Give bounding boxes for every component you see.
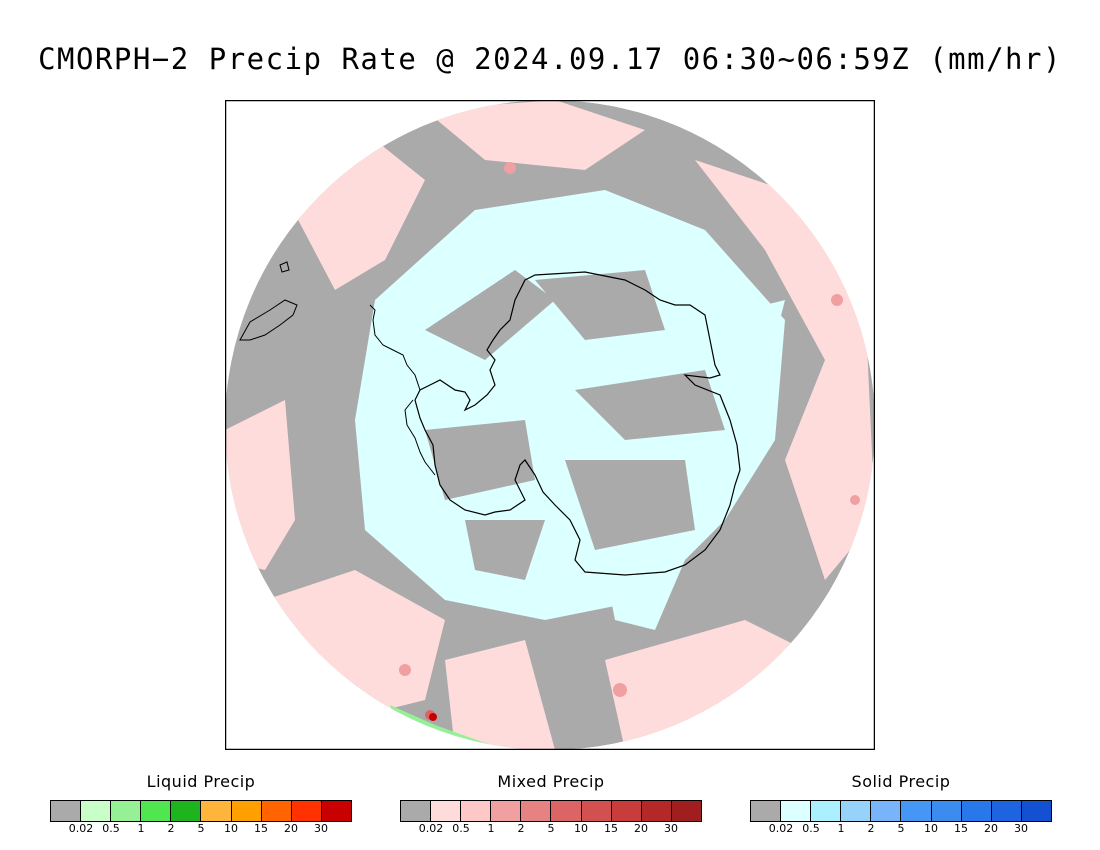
legend-title: Mixed Precip: [497, 772, 605, 791]
legend-solid-precip: Solid Precip 0.02 0.5 1 2 5 10 15 20 30: [750, 770, 1052, 840]
legend-tick-label: 5: [897, 822, 905, 835]
mixed-region: [425, 100, 645, 170]
color-bar: [400, 800, 702, 822]
legend-swatch: [781, 801, 812, 821]
legend-tick-label: 1: [137, 822, 145, 835]
legend-swatch: [811, 801, 842, 821]
no-precip-streak: [535, 270, 665, 340]
map-svg: [225, 100, 875, 750]
legend-swatch: [641, 801, 672, 821]
no-precip-streak: [565, 460, 695, 550]
mixed-spot: [831, 294, 843, 306]
polar-map: [225, 100, 875, 750]
legend-tick-label: 15: [954, 822, 968, 835]
legend-swatch: [611, 801, 642, 821]
legend-tick-label: 30: [314, 822, 328, 835]
legend-title: Solid Precip: [851, 772, 951, 791]
legend-swatch: [551, 801, 582, 821]
legend-swatch: [111, 801, 142, 821]
mixed-region: [225, 400, 295, 570]
legend-tick-label: 15: [254, 822, 268, 835]
legend-swatch: [51, 801, 82, 821]
legend-swatch: [871, 801, 902, 821]
legend-swatch: [1021, 801, 1051, 821]
legend-swatch: [961, 801, 992, 821]
legend-tick-label: 1: [487, 822, 495, 835]
legend-tick-label: 20: [984, 822, 998, 835]
mixed-region: [695, 160, 875, 580]
legend-mixed-precip: Mixed Precip 0.02 0.5 1 2 5 10 15 20 30: [400, 770, 702, 840]
mixed-region: [445, 640, 555, 750]
legend-swatch: [521, 801, 552, 821]
legend-tick-label: 10: [574, 822, 588, 835]
antarctica-coastline: [414, 271, 741, 576]
legend-tick-label: 20: [284, 822, 298, 835]
legend-tick-label: 0.02: [68, 822, 94, 835]
legend-tick-label: 0.02: [768, 822, 794, 835]
liquid-spot: [429, 713, 437, 721]
legend-swatch: [931, 801, 962, 821]
legend-tick-label: 2: [517, 822, 525, 835]
legend-swatch: [841, 801, 872, 821]
mixed-region: [265, 570, 445, 720]
legend-swatch: [581, 801, 612, 821]
legend-swatch: [201, 801, 232, 821]
solid-region: [605, 560, 685, 630]
color-bar: [750, 800, 1052, 822]
legend-tick-label: 0.5: [102, 822, 120, 835]
legend-swatch: [491, 801, 522, 821]
legend-swatch: [321, 801, 351, 821]
legend-swatch: [171, 801, 202, 821]
legend-tick-label: 0.02: [418, 822, 444, 835]
legend-tick-label: 0.5: [802, 822, 820, 835]
legend-swatch: [991, 801, 1022, 821]
map-frame: [225, 100, 875, 750]
legend-tick-label: 30: [664, 822, 678, 835]
legend-swatch: [231, 801, 262, 821]
legend-tick-label: 5: [547, 822, 555, 835]
south-america-coastline: [239, 299, 298, 341]
legend-swatch: [81, 801, 112, 821]
no-precip-streak: [425, 420, 535, 500]
precip-field: [225, 100, 875, 750]
antarctic-peninsula-coastline: [369, 304, 436, 476]
legend-swatch: [461, 801, 492, 821]
legend-swatch: [141, 801, 172, 821]
legend-tick-label: 2: [867, 822, 875, 835]
no-precip-streak: [575, 370, 725, 440]
mixed-spot: [613, 683, 627, 697]
legend-swatch: [901, 801, 932, 821]
legend-tick-label: 30: [1014, 822, 1028, 835]
no-precip-streak: [465, 520, 545, 580]
legend-tick-label: 2: [167, 822, 175, 835]
legend-swatch: [671, 801, 701, 821]
legend-title: Liquid Precip: [146, 772, 256, 791]
mixed-spot: [399, 664, 411, 676]
legend-swatch: [261, 801, 292, 821]
color-bar: [50, 800, 352, 822]
legend-swatch: [291, 801, 322, 821]
mixed-spot: [850, 495, 860, 505]
legend-swatch: [401, 801, 432, 821]
solid-region: [725, 300, 785, 400]
legend-swatch: [431, 801, 462, 821]
legend-tick-label: 15: [604, 822, 618, 835]
legend-tick-label: 5: [197, 822, 205, 835]
no-precip-streak: [425, 270, 555, 360]
legend-tick-label: 10: [924, 822, 938, 835]
legend-tick-label: 20: [634, 822, 648, 835]
legend-liquid-precip: Liquid Precip 0.02 0.5 1 2 5 10 15 20 30: [50, 770, 352, 840]
mixed-spot: [504, 162, 516, 174]
legend-tick-label: 1: [837, 822, 845, 835]
chart-title: CMORPH−2 Precip Rate @ 2024.09.17 06:30~…: [38, 42, 1062, 76]
falklands-coastline: [279, 261, 290, 273]
legend-tick-label: 0.5: [452, 822, 470, 835]
legend-swatch: [751, 801, 782, 821]
legend-tick-label: 10: [224, 822, 238, 835]
